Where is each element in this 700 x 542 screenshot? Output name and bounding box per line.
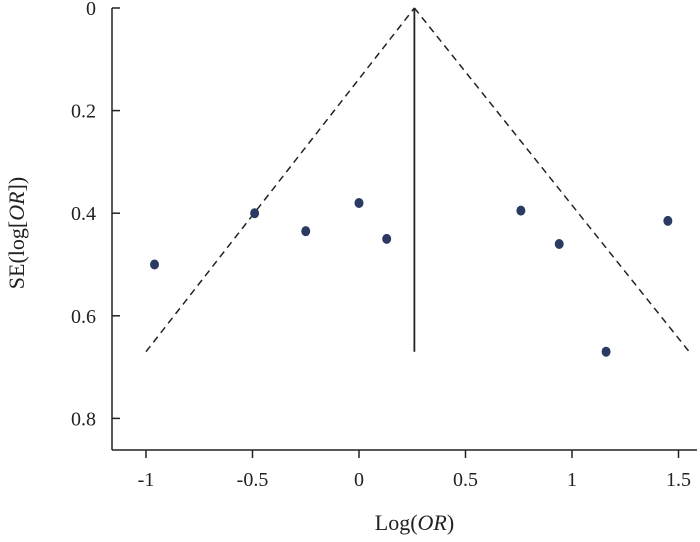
data-point	[663, 215, 673, 226]
y-tick-label: 0.8	[71, 408, 96, 430]
axis-title-part: OR	[4, 191, 29, 221]
data-point	[354, 197, 364, 208]
x-tick-label: 0.5	[453, 469, 478, 491]
x-tick-label: 1.5	[666, 469, 691, 491]
axis-title-part: Log(	[375, 510, 418, 535]
data-point	[382, 233, 392, 244]
axis-title-part: OR	[418, 510, 448, 535]
y-tick-label: 0	[86, 0, 96, 20]
x-tick-label: -0.5	[237, 469, 269, 491]
data-point	[601, 346, 611, 357]
axis-title-part: ])	[4, 177, 29, 192]
y-axis-title: SE(log[OR])	[4, 177, 29, 289]
x-tick-label: -1	[138, 469, 155, 491]
x-tick-label: 0	[354, 469, 364, 491]
axis-title-part: )	[447, 510, 454, 535]
funnel-left-bound	[145, 7, 415, 353]
data-point	[250, 208, 260, 219]
axis-title-part: SE(log[	[4, 221, 29, 289]
data-points	[150, 197, 673, 357]
y-tick-label: 0.2	[71, 101, 96, 123]
funnel-right-bound	[413, 7, 690, 353]
y-tick-label: 0.6	[71, 306, 96, 328]
funnel-lines	[145, 7, 690, 353]
x-axis-title: Log(OR)	[375, 510, 454, 535]
y-tick-label: 0.4	[71, 203, 96, 225]
axes	[111, 7, 697, 458]
data-point	[554, 238, 564, 249]
data-point	[150, 259, 160, 270]
x-tick-label: 1	[567, 469, 577, 491]
tick-labels: 0 0.2 0.4 0.6 0.8 -1 -0.5 0 0.5 1 1.5	[71, 0, 691, 491]
data-point	[516, 205, 526, 216]
data-point	[301, 226, 311, 237]
